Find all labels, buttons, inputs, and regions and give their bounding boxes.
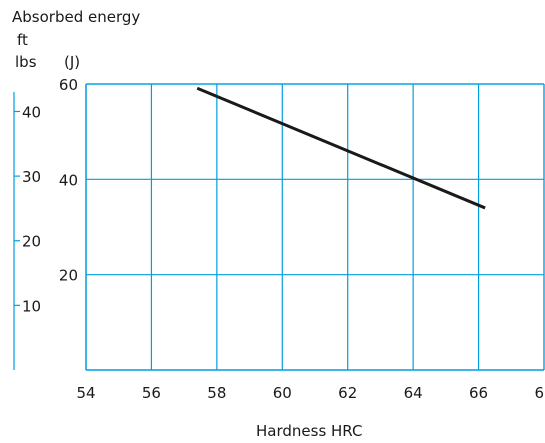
x-tick-label-58: 58 [207,384,226,402]
y-tick-ftlbs-30: 30 [22,168,41,186]
x-tick-label-62: 62 [338,384,357,402]
x-axis-label: Hardness HRC [256,422,363,440]
tick-labels: 54 56 58 60 62 64 66 68 20 40 60 10 20 30 40 [22,76,545,402]
x-tick-label-56: 56 [142,384,161,402]
y-tick-ftlbs-20: 20 [22,233,41,251]
series-line-0 [196,86,486,210]
series [196,86,486,210]
y-axis-unit-joule: (J) [64,53,81,71]
x-tick-label-68: 68 [534,384,545,402]
y-tick-joule-60: 60 [59,76,78,94]
y-tick-joule-40: 40 [59,171,78,189]
x-tick-label-64: 64 [404,384,423,402]
y-tick-ftlbs-40: 40 [22,103,41,121]
x-tick-label-54: 54 [76,384,95,402]
chart-title: Absorbed energy [12,8,141,26]
x-tick-label-60: 60 [273,384,292,402]
y-axis-unit-ft: ft [17,31,28,49]
grid [85,83,545,370]
y-axis-unit-lbs: lbs [15,53,37,71]
y-tick-joule-20: 20 [59,267,78,285]
x-tick-label-66: 66 [469,384,488,402]
axes [13,83,545,371]
y-tick-ftlbs-10: 10 [22,297,41,315]
